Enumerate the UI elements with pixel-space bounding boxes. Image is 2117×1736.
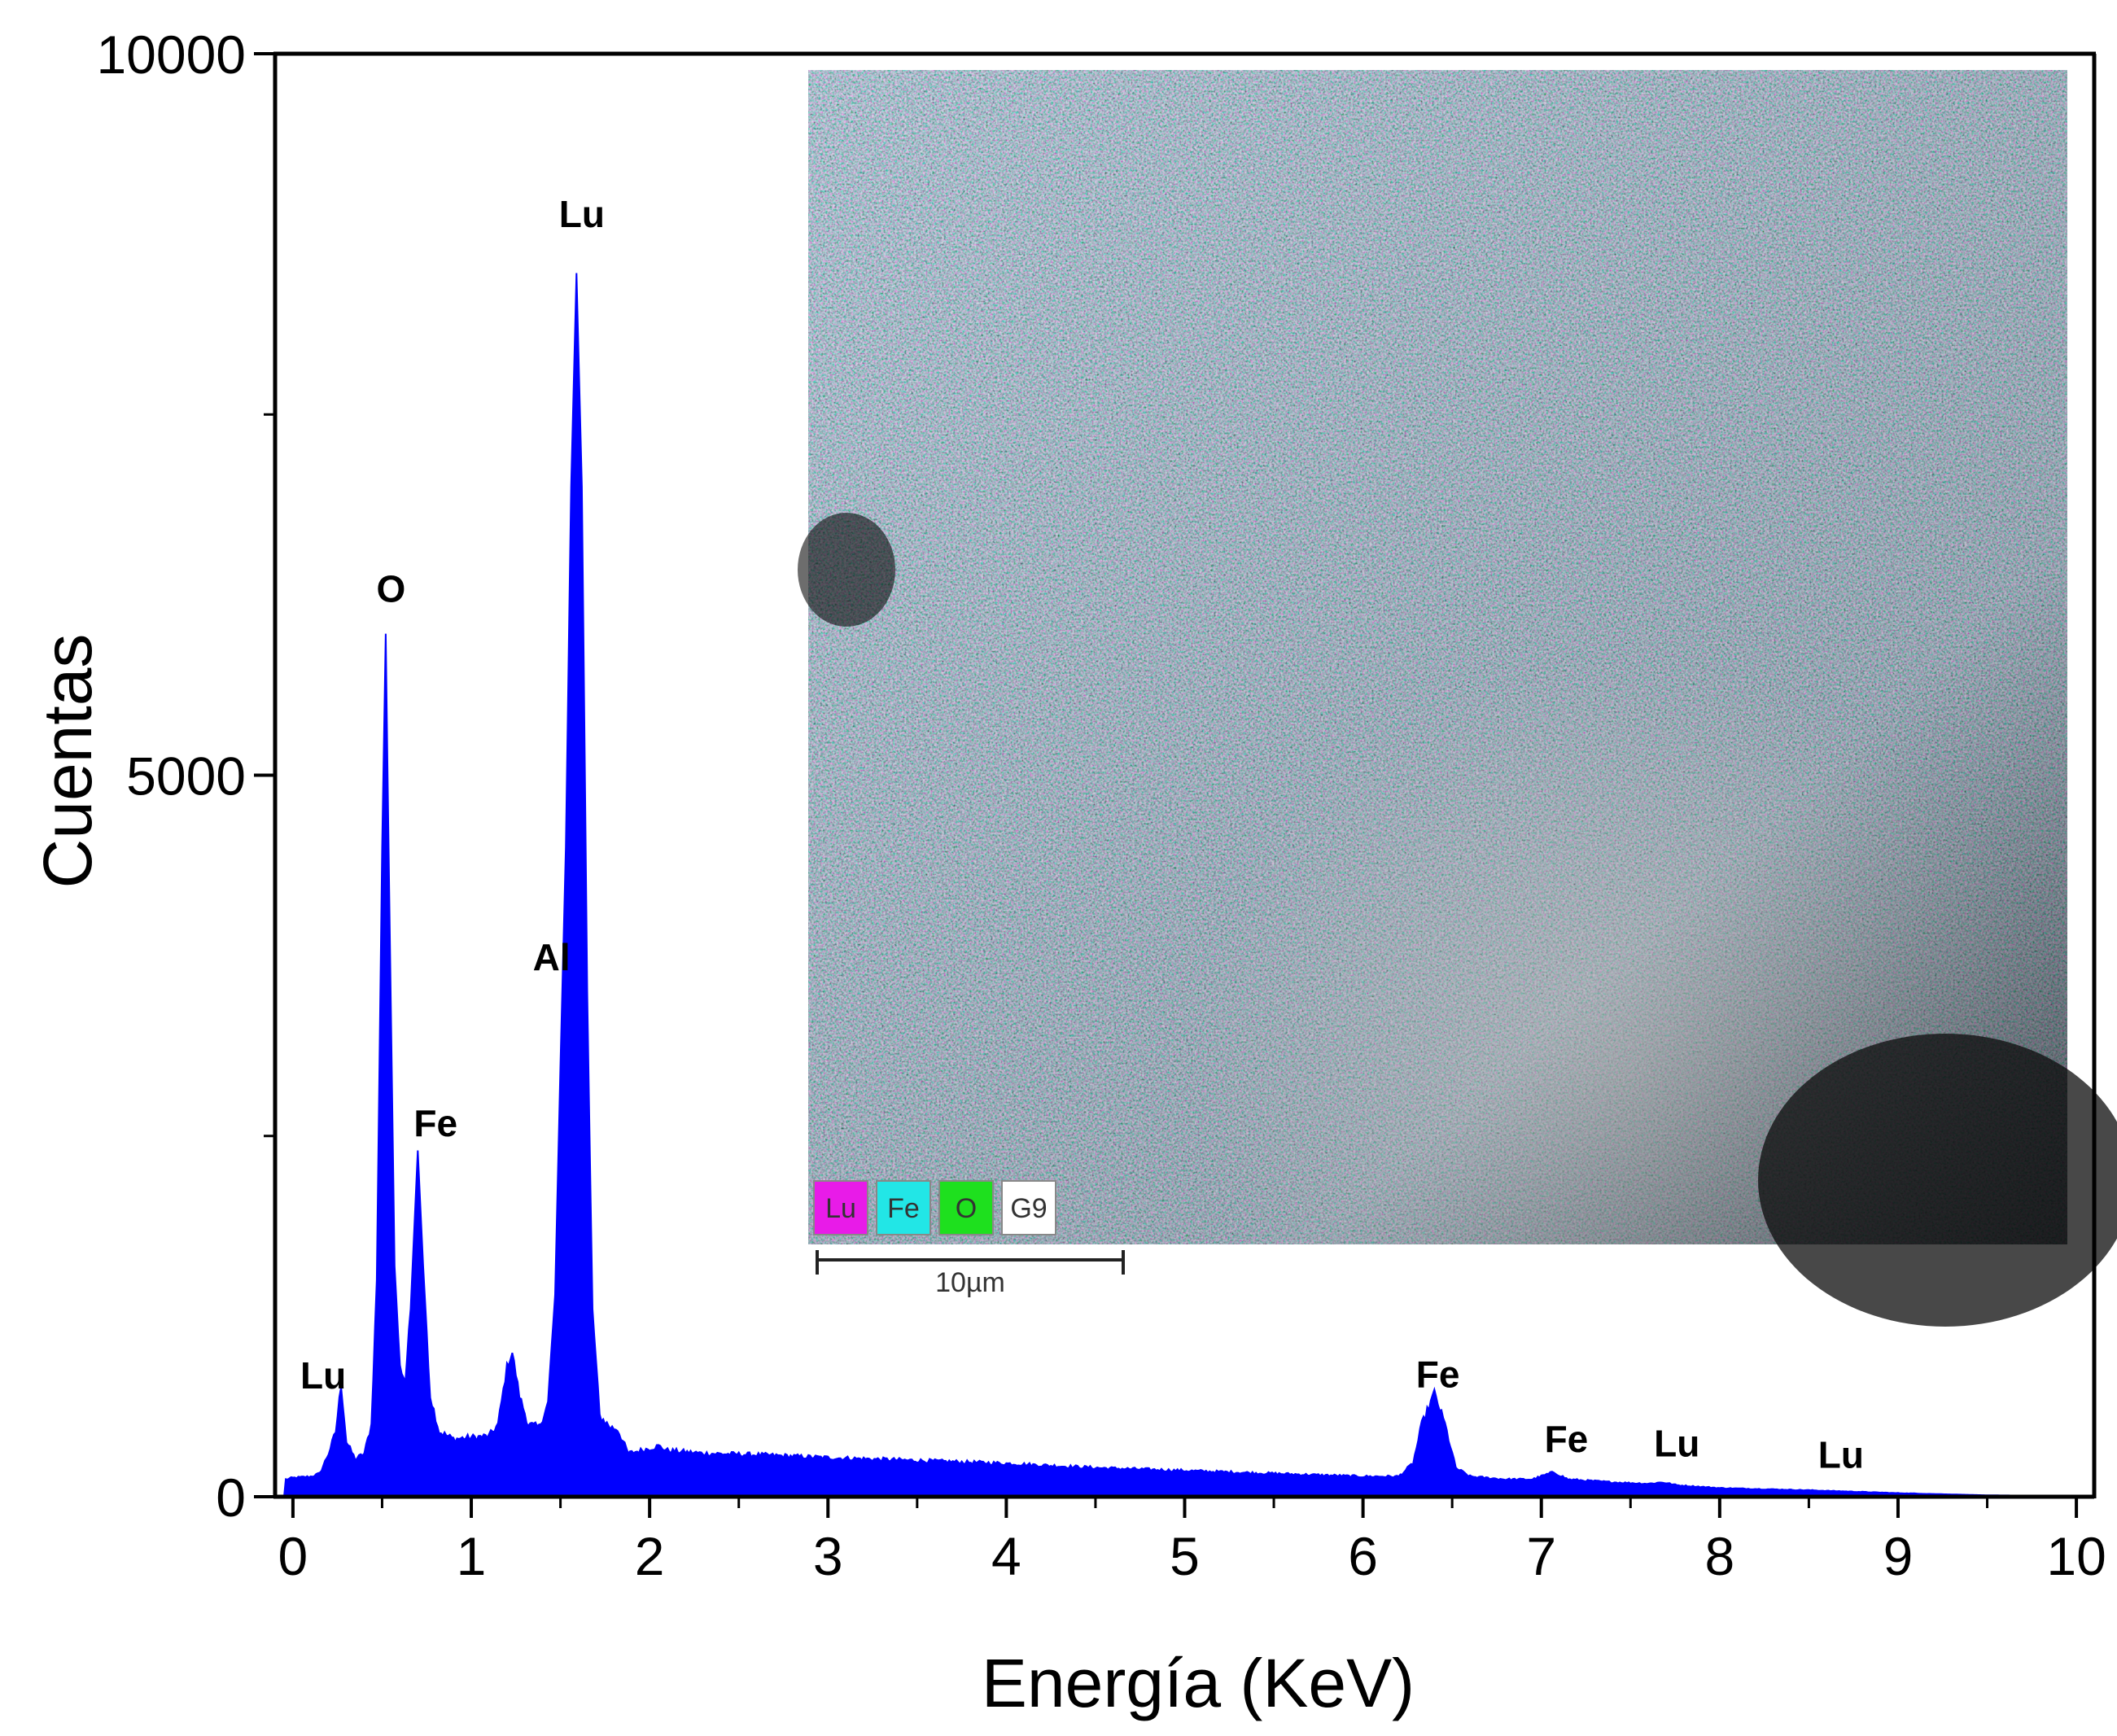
legend-label: O bbox=[956, 1193, 977, 1224]
x-tick-label: 4 bbox=[991, 1526, 1021, 1586]
scale-bar: 10µm bbox=[816, 1250, 1125, 1298]
peak-label: O bbox=[377, 568, 406, 610]
peak-label: Al bbox=[533, 936, 571, 978]
legend-swatch bbox=[1001, 1180, 1056, 1235]
legend-label: Fe bbox=[887, 1193, 920, 1224]
x-tick-label: 5 bbox=[1170, 1526, 1200, 1586]
inset-legend: Lu Fe O G9 bbox=[813, 1180, 1056, 1235]
x-tick-label: 9 bbox=[1883, 1526, 1914, 1586]
peak-label: Lu bbox=[1654, 1422, 1699, 1464]
peak-label: Lu bbox=[300, 1354, 346, 1397]
x-tick-label: 10 bbox=[2046, 1526, 2106, 1586]
x-axis-title: Energía (KeV) bbox=[982, 1645, 1415, 1721]
x-tick-label: 7 bbox=[1526, 1526, 1556, 1586]
legend-label: G9 bbox=[1010, 1193, 1047, 1224]
x-tick-label: 2 bbox=[635, 1526, 665, 1586]
peak-label: Lu bbox=[1818, 1434, 1864, 1476]
x-tick-label: 0 bbox=[278, 1526, 308, 1586]
y-tick-label: 10000 bbox=[96, 24, 246, 85]
y-axis: 0 5000 10000 bbox=[96, 24, 275, 1528]
peak-label: Fe bbox=[413, 1102, 457, 1144]
y-axis-title: Cuentas bbox=[29, 634, 106, 889]
y-tick-label: 5000 bbox=[126, 746, 246, 807]
legend-swatch bbox=[938, 1180, 994, 1235]
x-tick-label: 3 bbox=[813, 1526, 843, 1586]
x-axis: 0 1 2 3 4 5 6 7 8 9 10 bbox=[278, 1497, 2106, 1586]
scale-bar-label: 10µm bbox=[935, 1267, 1005, 1298]
legend-swatch bbox=[876, 1180, 931, 1235]
peak-label: Fe bbox=[1545, 1418, 1589, 1460]
peak-label: Lu bbox=[559, 193, 605, 235]
eds-map-inset: Lu Fe O G9 10µm bbox=[798, 70, 2117, 1327]
x-tick-label: 8 bbox=[1704, 1526, 1734, 1586]
x-tick-label: 1 bbox=[457, 1526, 487, 1586]
legend-label: Lu bbox=[825, 1193, 856, 1224]
y-tick-label: 0 bbox=[216, 1467, 246, 1528]
peak-annotations: Lu O Fe Al Lu Fe Fe Lu Lu bbox=[300, 193, 1864, 1476]
peak-label: Fe bbox=[1416, 1353, 1460, 1395]
spectrum-area bbox=[282, 273, 2086, 1498]
legend-swatch bbox=[813, 1180, 868, 1235]
x-tick-label: 6 bbox=[1348, 1526, 1378, 1586]
